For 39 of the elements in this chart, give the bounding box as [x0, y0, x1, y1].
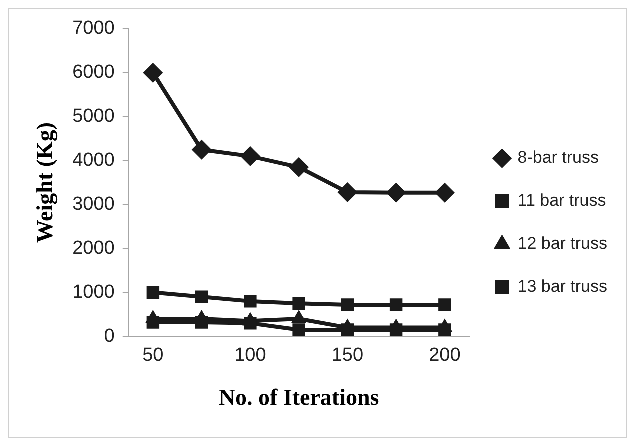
y-tick-label: 7000 — [72, 18, 115, 40]
y-tick-label: 0 — [104, 326, 115, 347]
y-tick-label: 3000 — [72, 194, 115, 216]
y-tick-label: 5000 — [72, 106, 115, 128]
point — [386, 182, 406, 203]
legend-label: 8-bar truss — [518, 148, 599, 168]
point — [195, 290, 208, 304]
point — [195, 316, 208, 329]
y-axis-title: Weight (Kg) — [32, 122, 59, 244]
point — [143, 62, 164, 83]
legend-label: 12 bar truss — [518, 234, 608, 254]
point — [341, 324, 354, 336]
legend-label: 11 bar truss — [518, 191, 606, 210]
point — [438, 324, 452, 336]
point — [338, 182, 358, 202]
point — [289, 157, 310, 178]
x-tick-label: 200 — [429, 345, 461, 366]
point — [438, 298, 452, 312]
point — [341, 298, 354, 312]
point — [244, 295, 257, 308]
y-tick-label: 1000 — [72, 282, 115, 303]
point — [390, 324, 403, 336]
y-tick-label: 6000 — [72, 62, 115, 84]
point — [192, 140, 212, 160]
point — [146, 316, 160, 329]
y-tick-label: 4000 — [72, 150, 115, 172]
x-axis-title: No. of Iterations — [218, 385, 380, 410]
x-tick-label: 100 — [234, 345, 266, 366]
point — [244, 317, 257, 330]
point — [292, 324, 306, 336]
x-tick-label: 50 — [142, 345, 164, 366]
x-tick-label: 150 — [332, 345, 364, 366]
point — [292, 297, 306, 310]
point — [240, 146, 260, 166]
point — [434, 182, 455, 203]
point — [390, 298, 403, 312]
y-tick-label: 2000 — [72, 238, 115, 259]
point — [146, 286, 160, 300]
legend-label: 13 bar truss — [518, 277, 608, 296]
